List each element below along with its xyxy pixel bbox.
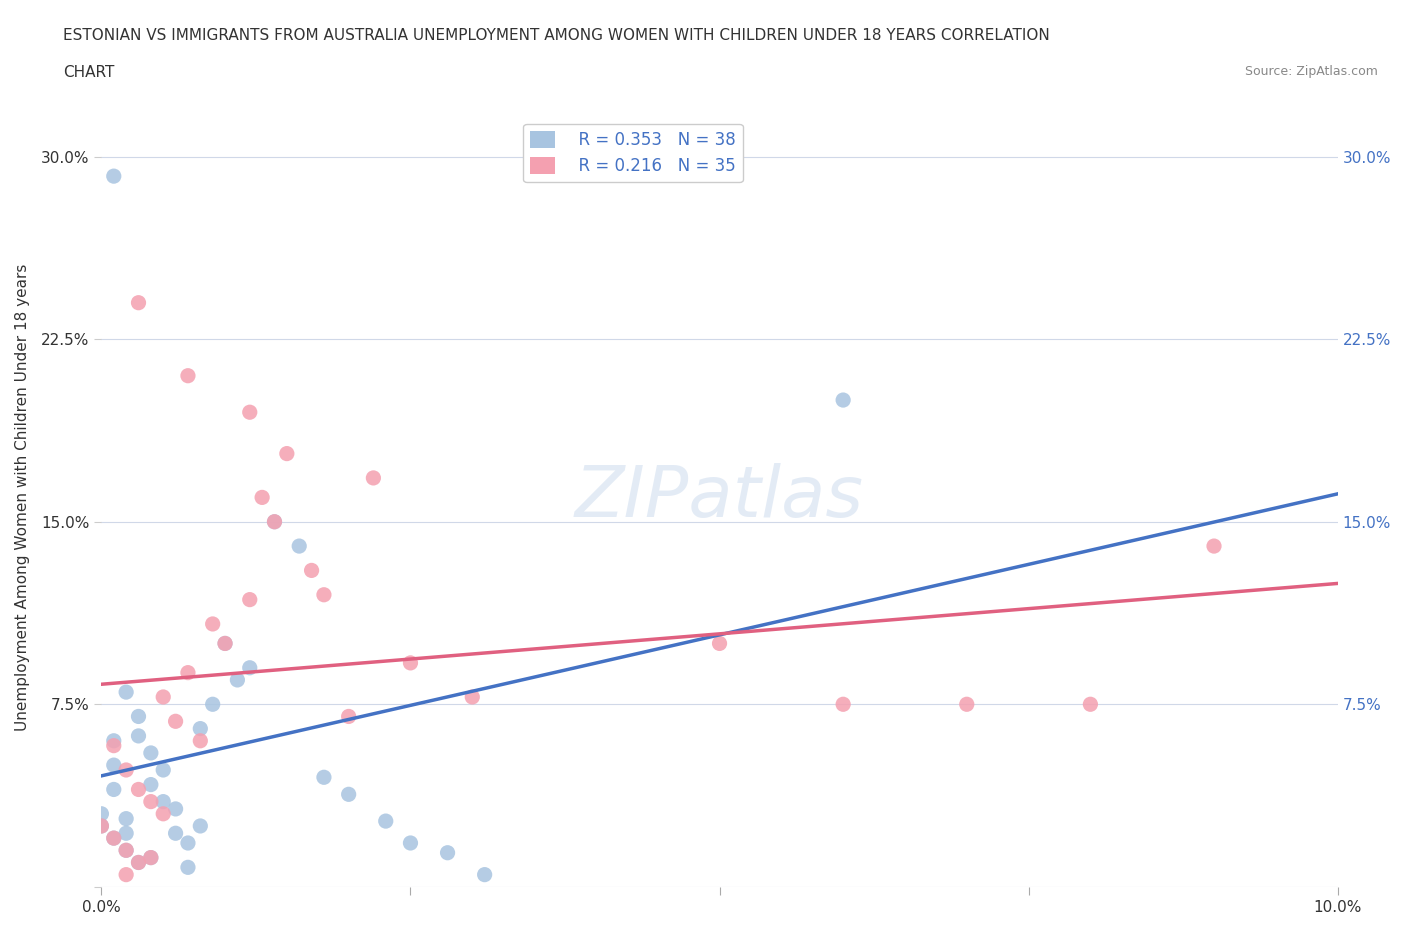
Immigrants from Australia (250, 490, 273, 505)
Estonians (337, 787, 360, 802)
Estonians (152, 763, 174, 777)
Immigrants from Australia (165, 714, 187, 729)
Estonians (177, 860, 200, 875)
Estonians (90, 818, 112, 833)
Estonians (177, 835, 200, 850)
Immigrants from Australia (956, 697, 979, 711)
Immigrants from Australia (115, 763, 138, 777)
Estonians (139, 777, 162, 792)
Immigrants from Australia (139, 850, 162, 865)
Immigrants from Australia (276, 446, 298, 461)
Estonians (103, 168, 125, 183)
Estonians (436, 845, 458, 860)
Immigrants from Australia (128, 855, 150, 870)
Estonians (115, 811, 138, 826)
Immigrants from Australia (152, 689, 174, 704)
Text: Source: ZipAtlas.com: Source: ZipAtlas.com (1244, 65, 1378, 78)
Text: CHART: CHART (63, 65, 115, 80)
Immigrants from Australia (399, 656, 422, 671)
Estonians (90, 806, 112, 821)
Immigrants from Australia (461, 689, 484, 704)
Immigrants from Australia (301, 563, 323, 578)
Text: ZIPatlas: ZIPatlas (575, 463, 865, 532)
Immigrants from Australia (239, 592, 262, 607)
Estonians (188, 721, 211, 736)
Immigrants from Australia (188, 734, 211, 749)
Immigrants from Australia (312, 588, 335, 603)
Estonians (139, 746, 162, 761)
Immigrants from Australia (363, 471, 385, 485)
Immigrants from Australia (337, 709, 360, 724)
Estonians (165, 826, 187, 841)
Immigrants from Australia (115, 867, 138, 882)
Estonians (239, 660, 262, 675)
Estonians (288, 538, 311, 553)
Text: ESTONIAN VS IMMIGRANTS FROM AUSTRALIA UNEMPLOYMENT AMONG WOMEN WITH CHILDREN UND: ESTONIAN VS IMMIGRANTS FROM AUSTRALIA UN… (63, 28, 1050, 43)
Immigrants from Australia (263, 514, 285, 529)
Immigrants from Australia (1202, 538, 1225, 553)
Immigrants from Australia (177, 368, 200, 383)
Immigrants from Australia (139, 794, 162, 809)
Estonians (214, 636, 236, 651)
Estonians (312, 770, 335, 785)
Estonians (115, 684, 138, 699)
Estonians (128, 728, 150, 743)
Immigrants from Australia (128, 295, 150, 310)
Legend:   R = 0.353   N = 38,   R = 0.216   N = 35: R = 0.353 N = 38, R = 0.216 N = 35 (523, 124, 742, 182)
Estonians (128, 855, 150, 870)
Immigrants from Australia (239, 405, 262, 419)
Estonians (474, 867, 496, 882)
Estonians (103, 734, 125, 749)
Estonians (201, 697, 224, 711)
Estonians (139, 850, 162, 865)
Immigrants from Australia (177, 665, 200, 680)
Estonians (103, 758, 125, 773)
Immigrants from Australia (90, 818, 112, 833)
Estonians (152, 794, 174, 809)
Immigrants from Australia (128, 782, 150, 797)
Immigrants from Australia (1080, 697, 1102, 711)
Y-axis label: Unemployment Among Women with Children Under 18 years: Unemployment Among Women with Children U… (15, 264, 30, 731)
Estonians (115, 843, 138, 857)
Immigrants from Australia (103, 830, 125, 845)
Estonians (188, 818, 211, 833)
Estonians (399, 835, 422, 850)
Estonians (103, 782, 125, 797)
Immigrants from Australia (201, 617, 224, 631)
Estonians (263, 514, 285, 529)
Estonians (374, 814, 396, 829)
Estonians (165, 802, 187, 817)
Estonians (128, 709, 150, 724)
Immigrants from Australia (115, 843, 138, 857)
Immigrants from Australia (103, 738, 125, 753)
Estonians (832, 392, 855, 407)
Immigrants from Australia (832, 697, 855, 711)
Estonians (115, 826, 138, 841)
Estonians (103, 830, 125, 845)
Immigrants from Australia (709, 636, 731, 651)
Immigrants from Australia (214, 636, 236, 651)
Immigrants from Australia (152, 806, 174, 821)
Estonians (226, 672, 249, 687)
